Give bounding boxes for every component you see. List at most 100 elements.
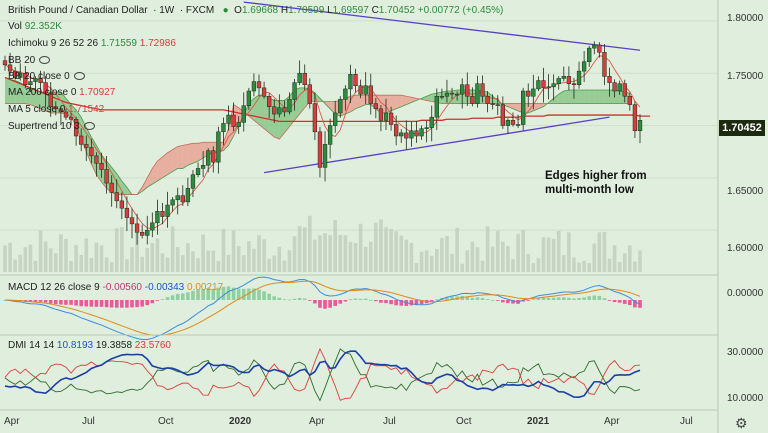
ichimoku-cloud-segment (507, 103, 513, 109)
ichimoku-cloud-segment (182, 144, 188, 169)
volume-bar (368, 241, 373, 272)
eye-icon[interactable] (73, 72, 85, 81)
bb2-label[interactable]: BB 20 close 0 (8, 71, 70, 82)
volume-bar (435, 249, 439, 272)
volume-bar (622, 253, 627, 272)
candle-body (211, 150, 216, 163)
candle-body (531, 88, 536, 97)
candle-body (150, 222, 155, 231)
ichimoku-cloud-segment (411, 97, 417, 103)
ichimoku-label[interactable]: Ichimoku 9 26 52 26 (8, 38, 99, 49)
candle-body (327, 125, 333, 145)
candle-body (63, 111, 69, 118)
macd-histogram-bar (64, 300, 68, 305)
settings-gear-icon[interactable]: ⚙ (735, 415, 748, 431)
candle-body (68, 116, 74, 120)
macd-histogram-bar (43, 300, 48, 303)
candle-body (343, 88, 348, 100)
macd-histogram-bar (247, 288, 251, 300)
macd-histogram-bar (582, 297, 586, 300)
macd-histogram-bar (592, 295, 597, 300)
volume-bar (160, 253, 165, 272)
dmi-axis-label: 30.0000 (727, 347, 764, 358)
candle-body (449, 92, 455, 95)
volume-bar (89, 257, 94, 272)
vol-value: 92.352K (24, 21, 62, 32)
macd-histogram-bar (196, 289, 200, 300)
dmi-label[interactable]: DMI 14 14 (8, 340, 55, 351)
candle-body (358, 85, 363, 95)
ohlc-low: L1.69597 (327, 5, 369, 16)
ma200-label[interactable]: MA 200 close 0 (8, 87, 77, 98)
candle-body (53, 106, 58, 110)
ichimoku-cloud-segment (579, 89, 585, 104)
macd-histogram-bar (465, 296, 470, 300)
macd-histogram-bar (333, 300, 337, 306)
macd-histogram-bar (394, 300, 398, 306)
volume-bar (221, 228, 226, 272)
time-axis-label: Jul (82, 416, 95, 427)
macd-histogram-bar (79, 300, 83, 307)
vol-label[interactable]: Vol (8, 21, 22, 32)
candle-body (134, 223, 140, 233)
volume-bar (84, 238, 89, 272)
candle-body (536, 80, 541, 90)
trendline (243, 1, 641, 51)
ichimoku-cloud-segment (406, 96, 412, 105)
volume-bar (348, 241, 353, 272)
supertrend-label[interactable]: Supertrend 10 3 (8, 121, 80, 132)
volume-bar (424, 250, 429, 272)
volume-bar (516, 233, 520, 272)
volume-bar (587, 263, 591, 272)
eye-icon[interactable] (39, 56, 51, 65)
macd-histogram-bar (379, 300, 383, 303)
volume-bar (628, 245, 632, 272)
volume-bar (28, 244, 33, 272)
ohlc-high: H1.70599 (280, 5, 325, 16)
volume-bar (531, 263, 536, 272)
macd-signal-line (4, 280, 641, 336)
macd-histogram-bar (28, 300, 33, 303)
ichimoku-cloud-segment (10, 79, 16, 104)
ma5-label[interactable]: MA 5 close 0 (8, 104, 66, 115)
ichimoku-cloud-segment (167, 149, 173, 175)
ohlc-open: O1.69668 (234, 5, 279, 16)
volume-bar (602, 231, 607, 272)
candle-body (429, 116, 434, 128)
candle-body (373, 103, 378, 110)
macd-histogram-bar (485, 299, 490, 300)
candle-body (546, 86, 551, 89)
candle-body (465, 84, 470, 97)
candle-body (231, 114, 236, 127)
macd-histogram-bar (328, 300, 332, 308)
time-axis-label: 2020 (229, 416, 252, 427)
macd-histogram-bar (262, 291, 266, 300)
interval[interactable]: 1W (159, 5, 175, 16)
candle-body (317, 131, 323, 168)
macd-histogram-bar (216, 287, 221, 300)
macd-histogram-bar (470, 297, 475, 300)
volume-bar (511, 259, 515, 272)
macd-histogram-bar (109, 300, 114, 308)
volume-bar (33, 261, 38, 272)
candle-body (475, 83, 480, 104)
ichimoku-cloud-segment (76, 109, 82, 140)
candle-body (140, 231, 145, 236)
volume-bar (120, 227, 124, 272)
macd-histogram-bar (617, 300, 622, 303)
time-axis-label: Apr (309, 416, 325, 427)
bb-label[interactable]: BB 20 (8, 55, 36, 66)
ichimoku-value-1: 1.71559 (100, 38, 137, 49)
volume-bar (69, 261, 73, 272)
candle-body (18, 72, 23, 78)
macd-line (4, 276, 641, 341)
candle-body (581, 61, 587, 72)
eye-icon[interactable] (83, 122, 95, 131)
candle-body (515, 124, 521, 126)
macd-label[interactable]: MACD 12 26 close 9 (8, 282, 100, 293)
volume-bar (485, 226, 490, 272)
macd-histogram-bar (99, 300, 104, 307)
volume-bar (358, 223, 363, 272)
volume-bar (252, 248, 256, 272)
